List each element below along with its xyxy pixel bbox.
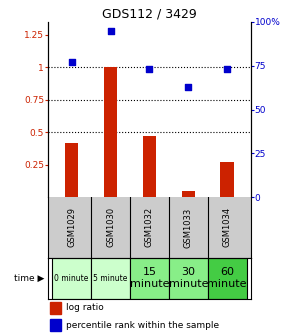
Text: GSM1030: GSM1030 <box>106 207 115 248</box>
Bar <box>91 258 130 299</box>
Title: GDS112 / 3429: GDS112 / 3429 <box>102 8 197 21</box>
Bar <box>208 258 247 299</box>
Text: 5 minute: 5 minute <box>93 274 128 283</box>
Bar <box>104 67 117 197</box>
Bar <box>50 319 62 331</box>
Text: GSM1033: GSM1033 <box>184 207 193 248</box>
Point <box>147 67 152 72</box>
Text: 0 minute: 0 minute <box>54 274 89 283</box>
Bar <box>65 143 79 197</box>
Bar <box>169 258 208 299</box>
Bar <box>50 302 62 313</box>
Text: GSM1032: GSM1032 <box>145 207 154 248</box>
Bar <box>130 258 169 299</box>
Point <box>69 59 74 65</box>
Point <box>186 84 191 89</box>
Bar <box>220 162 234 197</box>
Text: GSM1029: GSM1029 <box>67 207 76 247</box>
Point <box>108 28 113 33</box>
Text: 30
minute: 30 minute <box>168 267 208 289</box>
Bar <box>52 258 91 299</box>
Text: 15
minute: 15 minute <box>130 267 169 289</box>
Text: GSM1034: GSM1034 <box>223 207 232 248</box>
Text: time ▶: time ▶ <box>14 274 45 283</box>
Text: 60
minute: 60 minute <box>207 267 247 289</box>
Text: percentile rank within the sample: percentile rank within the sample <box>66 321 219 330</box>
Bar <box>143 136 156 197</box>
Text: log ratio: log ratio <box>66 303 103 312</box>
Point <box>225 67 229 72</box>
Bar <box>181 191 195 197</box>
